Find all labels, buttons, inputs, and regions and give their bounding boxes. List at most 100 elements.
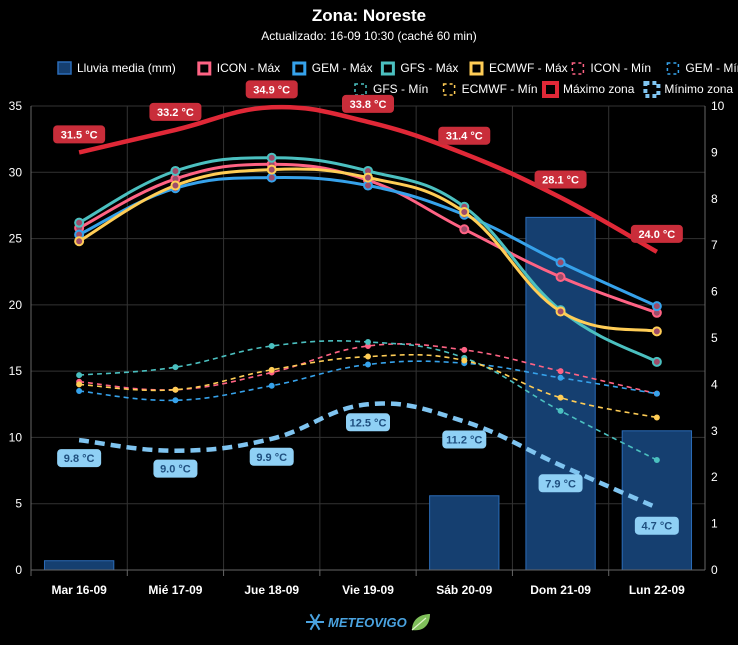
series-point: [365, 361, 371, 368]
max-label-box: [342, 94, 394, 113]
series-point: [266, 164, 277, 175]
chart-title: Zona: Noreste: [312, 6, 426, 25]
legend-swatch: [292, 61, 307, 76]
rain-bar: [429, 495, 500, 571]
y-tick-left: 30: [9, 165, 23, 179]
min-label: 9.8 °C: [64, 453, 95, 465]
rain-bar: [43, 560, 115, 571]
chart-subtitle: Actualizado: 16-09 10:30 (caché 60 min): [261, 29, 476, 43]
legend-swatch: [57, 61, 72, 75]
series-point: [555, 257, 566, 268]
x-tick-label: Jue 18-09: [244, 583, 299, 597]
max-label: 31.4 °C: [446, 131, 483, 143]
min-label: 4.7 °C: [642, 521, 673, 533]
legend-label: GEM - Mín: [685, 61, 738, 75]
max-label-box: [53, 125, 106, 144]
legend-swatch: [380, 61, 395, 76]
y-tick-left: 15: [9, 364, 23, 378]
x-tick-label: Dom 21-09: [530, 583, 591, 597]
legend-item-ecmwf-min: ECMWF - Mín: [442, 82, 538, 96]
series-line-maximo-zona: [78, 104, 658, 254]
min-label: 7.9 °C: [545, 478, 576, 490]
max-label-box: [438, 126, 491, 145]
series-point: [365, 353, 371, 360]
series-point: [74, 236, 85, 247]
leaf-icon: [411, 614, 430, 631]
y-tick-right: 9: [711, 145, 718, 159]
y-tick-left: 10: [9, 430, 23, 444]
series-point: [555, 306, 566, 317]
series-point: [653, 414, 660, 421]
series-point: [76, 372, 83, 379]
series-point: [172, 386, 179, 393]
series-point: [461, 357, 468, 364]
chart-grid: [30, 105, 706, 571]
series-point: [651, 356, 662, 367]
data-labels: 31.5 °C 33.2 °C 34.9 °C 33.8 °C 31.4 °C 28.1 …: [53, 80, 683, 535]
legend-item-gem-min: GEM - Mín: [666, 61, 738, 75]
legend-label: GFS - Mín: [373, 82, 428, 96]
legend-swatch: [643, 81, 661, 98]
min-label-box: [153, 459, 198, 478]
legend-swatch: [542, 81, 559, 98]
y-tick-right: 8: [711, 192, 718, 206]
y-tick-right: 7: [711, 238, 718, 252]
legend-label: Mínimo zona: [664, 82, 733, 96]
max-label-box: [149, 102, 202, 121]
series-point: [170, 180, 181, 191]
series-point: [459, 224, 470, 235]
legend-label: Máximo zona: [563, 82, 635, 96]
series-lines: [74, 104, 662, 510]
series-point: [365, 338, 371, 345]
series-point: [268, 382, 275, 389]
series-point: [651, 326, 662, 337]
min-label: 9.0 °C: [160, 464, 191, 476]
series-point: [555, 272, 566, 283]
series-point: [170, 165, 181, 176]
x-tick-label: Lun 22-09: [629, 583, 685, 597]
legend-swatch: [354, 83, 367, 96]
min-label-box: [538, 474, 583, 493]
min-label: 12.5 °C: [350, 417, 387, 429]
legend-label: ECMWF - Máx: [489, 61, 568, 75]
series-point: [172, 364, 179, 371]
max-label-box: [534, 170, 587, 189]
max-label-box: [245, 80, 298, 99]
y-tick-right: 5: [711, 331, 718, 345]
min-label-box: [442, 430, 487, 449]
meteovigo-logo: METEOVIGO: [306, 613, 430, 631]
y-tick-left: 5: [15, 497, 22, 511]
series-line-minimo-zona: [78, 401, 658, 510]
max-label-box: [630, 224, 683, 243]
legend-swatch: [442, 83, 456, 96]
series-point: [268, 366, 275, 373]
y-tick-left: 35: [9, 99, 23, 113]
chart-legend: Lluvia media (mm) ICON - Máx GEM - Máx GFS …: [57, 61, 738, 98]
logo-text: METEOVIGO: [328, 615, 407, 630]
y-tick-right: 6: [711, 285, 718, 299]
legend-item-maximo-zona: Máximo zona: [542, 81, 635, 98]
legend-item-gfs-min: GFS - Mín: [354, 82, 428, 96]
series-point: [461, 346, 468, 353]
min-label-box: [634, 516, 679, 535]
max-label: 31.5 °C: [61, 129, 98, 141]
x-tick-label: Sáb 20-09: [436, 583, 492, 597]
max-label: 33.8 °C: [350, 99, 387, 111]
legend-swatch: [197, 61, 212, 76]
x-tick-label: Vie 19-09: [342, 583, 394, 597]
x-tick-label: Mar 16-09: [51, 583, 107, 597]
legend-item-lluvia-media-mm: Lluvia media (mm): [57, 61, 176, 75]
y-tick-left: 20: [9, 298, 23, 312]
rain-bars: [43, 216, 693, 571]
min-label-box: [57, 449, 102, 468]
legend-label: ICON - Máx: [217, 61, 280, 75]
y-tick-right: 4: [711, 377, 718, 391]
y-tick-right: 10: [711, 99, 725, 113]
legend-item-icon-max: ICON - Máx: [197, 61, 280, 76]
legend-item-ecmwf-max: ECMWF - Máx: [469, 61, 568, 76]
series-point: [653, 390, 660, 397]
y-tick-right: 3: [711, 424, 718, 438]
legend-swatch: [666, 62, 680, 75]
rain-bar: [525, 216, 596, 571]
